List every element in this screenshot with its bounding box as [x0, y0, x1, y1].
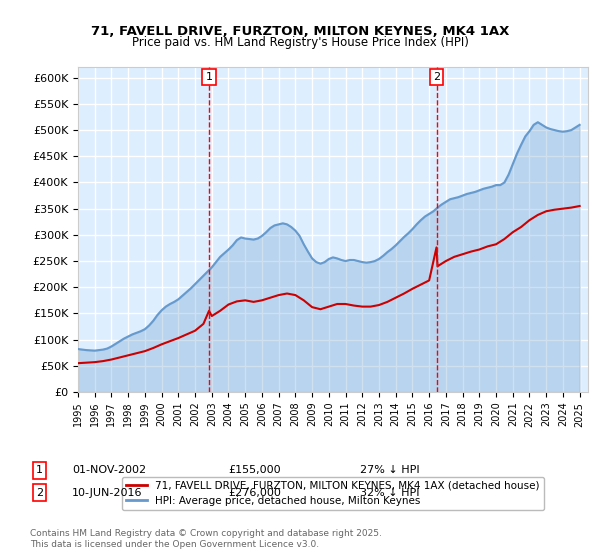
Text: £155,000: £155,000 [228, 465, 281, 475]
Text: £276,000: £276,000 [228, 488, 281, 498]
Text: Price paid vs. HM Land Registry's House Price Index (HPI): Price paid vs. HM Land Registry's House … [131, 36, 469, 49]
Text: 27% ↓ HPI: 27% ↓ HPI [360, 465, 419, 475]
Text: 2: 2 [433, 72, 440, 82]
Text: 71, FAVELL DRIVE, FURZTON, MILTON KEYNES, MK4 1AX: 71, FAVELL DRIVE, FURZTON, MILTON KEYNES… [91, 25, 509, 38]
Text: Contains HM Land Registry data © Crown copyright and database right 2025.
This d: Contains HM Land Registry data © Crown c… [30, 529, 382, 549]
Text: 32% ↓ HPI: 32% ↓ HPI [360, 488, 419, 498]
Text: 1: 1 [36, 465, 43, 475]
Text: 1: 1 [206, 72, 212, 82]
Text: 2: 2 [36, 488, 43, 498]
Text: 01-NOV-2002: 01-NOV-2002 [72, 465, 146, 475]
Legend: 71, FAVELL DRIVE, FURZTON, MILTON KEYNES, MK4 1AX (detached house), HPI: Average: 71, FAVELL DRIVE, FURZTON, MILTON KEYNES… [122, 477, 544, 510]
Text: 10-JUN-2016: 10-JUN-2016 [72, 488, 143, 498]
